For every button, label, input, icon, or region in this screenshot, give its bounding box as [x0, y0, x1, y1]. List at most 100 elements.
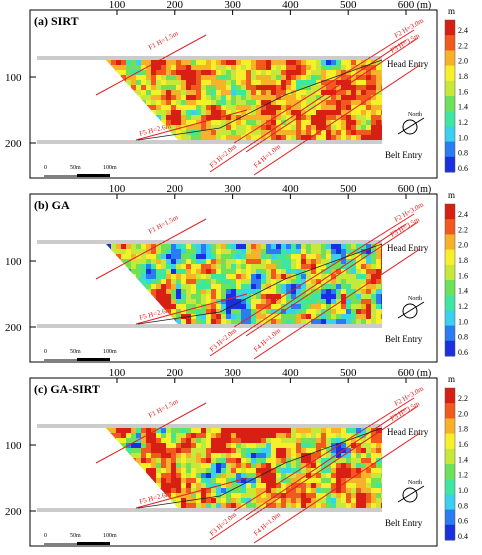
heatmap-cell — [246, 75, 252, 81]
heatmap-cell — [201, 438, 207, 444]
heatmap-cell — [111, 65, 117, 71]
heatmap-cell — [286, 503, 292, 508]
heatmap-cell — [226, 100, 232, 106]
heatmap-cell — [321, 85, 327, 91]
heatmap-cell — [206, 458, 212, 464]
heatmap-cell — [336, 60, 342, 66]
heatmap-cell — [281, 428, 287, 434]
heatmap-cell — [336, 279, 342, 285]
heatmap-cell — [231, 463, 237, 469]
heatmap-cell — [156, 95, 162, 101]
heatmap-cell — [346, 463, 352, 469]
heatmap-cell — [146, 105, 152, 111]
heatmap-cell — [361, 294, 367, 300]
heatmap-cell — [361, 453, 367, 459]
heatmap-cell — [311, 115, 317, 121]
heatmap-cell — [131, 438, 137, 444]
heatmap-cell — [166, 254, 172, 260]
heatmap-cell — [246, 473, 252, 479]
heatmap-cell — [126, 244, 132, 250]
heatmap-cell — [226, 438, 232, 444]
heatmap-cell — [201, 130, 207, 136]
heatmap-cell — [186, 279, 192, 285]
heatmap-cell — [326, 498, 332, 504]
heatmap-cell — [291, 503, 297, 508]
heatmap-cell — [126, 498, 132, 504]
heatmap-cell — [381, 468, 382, 474]
heatmap-cell — [231, 264, 237, 270]
heatmap-cell — [196, 294, 202, 300]
heatmap-cell — [246, 463, 252, 469]
heatmap-cell — [316, 428, 322, 434]
heatmap-cell — [276, 244, 282, 250]
x-tick-label: 500 — [340, 184, 357, 195]
heatmap-cell — [286, 498, 292, 504]
heatmap-cell — [181, 473, 187, 479]
heatmap-cell — [256, 473, 262, 479]
heatmap-cell — [296, 75, 302, 81]
colorbar-tick-label: 0.6 — [458, 517, 468, 526]
heatmap-cell — [296, 60, 302, 66]
heatmap-cell — [281, 125, 287, 131]
heatmap-cell — [276, 309, 282, 315]
heatmap-cell — [296, 90, 302, 96]
heatmap-cell — [356, 438, 362, 444]
heatmap-cell — [181, 279, 187, 285]
colorbar-swatch — [445, 50, 455, 67]
heatmap-cell — [341, 110, 347, 116]
heatmap-cell — [256, 60, 262, 66]
heatmap-cell — [226, 244, 232, 250]
heatmap-cell — [386, 498, 392, 504]
heatmap-cell — [201, 433, 207, 439]
heatmap-cell — [316, 453, 322, 459]
heatmap-cell — [126, 473, 132, 479]
heatmap-cell — [271, 90, 277, 96]
heatmap-cell — [376, 100, 382, 106]
heatmap-cell — [241, 468, 247, 474]
heatmap-cell — [376, 433, 382, 439]
heatmap-cell — [386, 115, 392, 121]
heatmap-cell — [171, 120, 177, 126]
heatmap-cell — [341, 299, 347, 305]
heatmap-cell — [146, 269, 152, 275]
heatmap-cell — [286, 254, 292, 260]
heatmap-cell — [271, 259, 277, 265]
heatmap-cell — [316, 319, 322, 324]
heatmap-cell — [316, 438, 322, 444]
heatmap-cell — [151, 438, 157, 444]
heatmap-cell — [231, 498, 237, 504]
heatmap-cell — [296, 130, 302, 136]
heatmap-cell — [321, 309, 327, 315]
heatmap-cell — [131, 269, 137, 275]
heatmap-cell — [366, 70, 372, 76]
heatmap-cell — [356, 458, 362, 464]
heatmap-cell — [381, 319, 382, 324]
heatmap-cell — [316, 309, 322, 315]
colorbar-tick-label: 0.8 — [458, 333, 468, 342]
heatmap-cell — [271, 433, 277, 439]
heatmap-cell — [361, 458, 367, 464]
heatmap-cell — [276, 110, 282, 116]
heatmap-cell — [271, 75, 277, 81]
colorbar-tick-label: 1.0 — [458, 133, 468, 142]
heatmap-cell — [341, 105, 347, 111]
heatmap-cell — [356, 95, 362, 101]
heatmap-cell — [366, 458, 372, 464]
heatmap-cell — [176, 493, 182, 499]
heatmap-cell — [216, 249, 222, 255]
heatmap-cell — [331, 433, 337, 439]
heatmap-cell — [351, 443, 357, 449]
heatmap-cell — [291, 115, 297, 121]
heatmap-cell — [351, 453, 357, 459]
heatmap-cell — [276, 498, 282, 504]
heatmap-cell — [206, 468, 212, 474]
heatmap-cell — [346, 90, 352, 96]
heatmap-cell — [241, 299, 247, 305]
heatmap-cell — [341, 294, 347, 300]
heatmap-cell — [111, 90, 117, 96]
heatmap-cell — [236, 279, 242, 285]
heatmap-cell — [306, 304, 312, 310]
y-tick-label: 200 — [5, 138, 22, 150]
heatmap-cell — [281, 90, 287, 96]
